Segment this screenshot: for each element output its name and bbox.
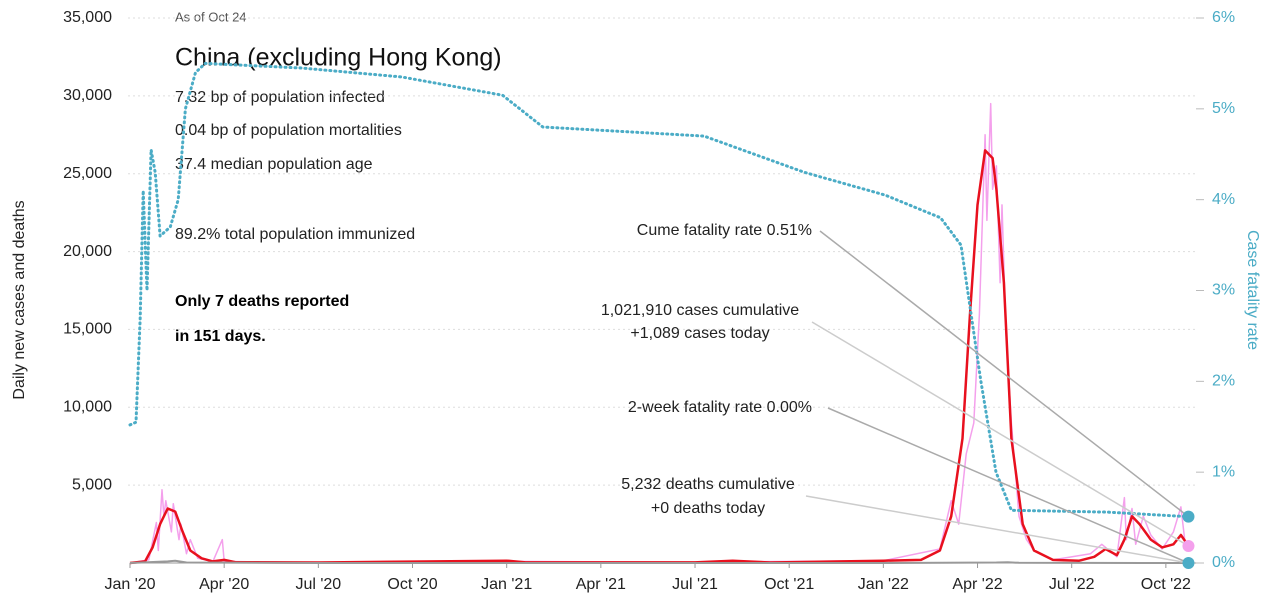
y-tick-label: 5,000 (72, 476, 112, 493)
end-dot (1182, 557, 1195, 569)
x-tick-label: Jan '20 (104, 576, 155, 593)
y2-tick-label: 4% (1212, 191, 1235, 208)
x-tick-label: Apr '20 (199, 576, 249, 593)
series-line (129, 149, 1190, 565)
y-tick-label: 35,000 (63, 9, 112, 26)
y-axis-label: Daily new cases and deaths (11, 200, 28, 399)
y2-tick-label: 2% (1212, 373, 1235, 390)
y2-tick-label: 1% (1212, 463, 1235, 480)
annotation: Cume fatality rate 0.51% (637, 222, 812, 239)
annotation: 1,021,910 cases cumulative (601, 302, 799, 319)
leader-line (827, 407, 1189, 564)
y2-axis-label: Case fatality rate (1244, 230, 1261, 350)
stat: 7.32 bp of population infected (175, 89, 385, 106)
y-tick-label: 25,000 (63, 165, 112, 182)
chart-title: China (excluding Hong Kong) (175, 44, 502, 72)
x-tick-label: Oct '21 (764, 576, 814, 593)
y-tick-label: 15,000 (63, 321, 112, 338)
x-tick-label: Jan '21 (481, 576, 532, 593)
x-tick-label: Jan '22 (858, 576, 909, 593)
end-dot (1182, 540, 1195, 553)
subtitle: As of Oct 24 (175, 9, 247, 24)
stat: 89.2% total population immunized (175, 226, 415, 243)
y-tick-label: 30,000 (63, 87, 112, 104)
annotation: 5,232 deaths cumulative (621, 476, 795, 493)
annotation: +0 deaths today (651, 500, 765, 517)
note: Only 7 deaths reported (175, 293, 349, 310)
annotation: 2-week fatality rate 0.00% (628, 399, 812, 416)
y2-tick-label: 5% (1212, 100, 1235, 117)
y2-tick-label: 3% (1212, 282, 1235, 299)
leader-line (811, 321, 1189, 547)
series-line (128, 61, 1190, 519)
x-tick-label: Apr '21 (576, 576, 626, 593)
x-tick-label: Jul '21 (672, 576, 718, 593)
y-tick-label: 10,000 (63, 399, 112, 416)
x-tick-label: Jul '20 (295, 576, 341, 593)
x-tick-label: Oct '22 (1141, 576, 1191, 593)
end-dot (1182, 510, 1195, 523)
series-line (129, 559, 1189, 564)
y2-tick-label: 6% (1212, 9, 1235, 26)
x-tick-label: Oct '20 (387, 576, 437, 593)
y2-tick-label: 0% (1212, 554, 1235, 571)
stat: 0.04 bp of population mortalities (175, 122, 402, 139)
leader-line (805, 495, 1189, 564)
y-tick-label: 20,000 (63, 243, 112, 260)
note: in 151 days. (175, 328, 266, 345)
x-tick-label: Apr '22 (952, 576, 1002, 593)
stat: 37.4 median population age (175, 156, 373, 173)
x-tick-label: Jul '22 (1049, 576, 1095, 593)
leader-line (819, 230, 1189, 518)
annotation: +1,089 cases today (630, 325, 769, 342)
